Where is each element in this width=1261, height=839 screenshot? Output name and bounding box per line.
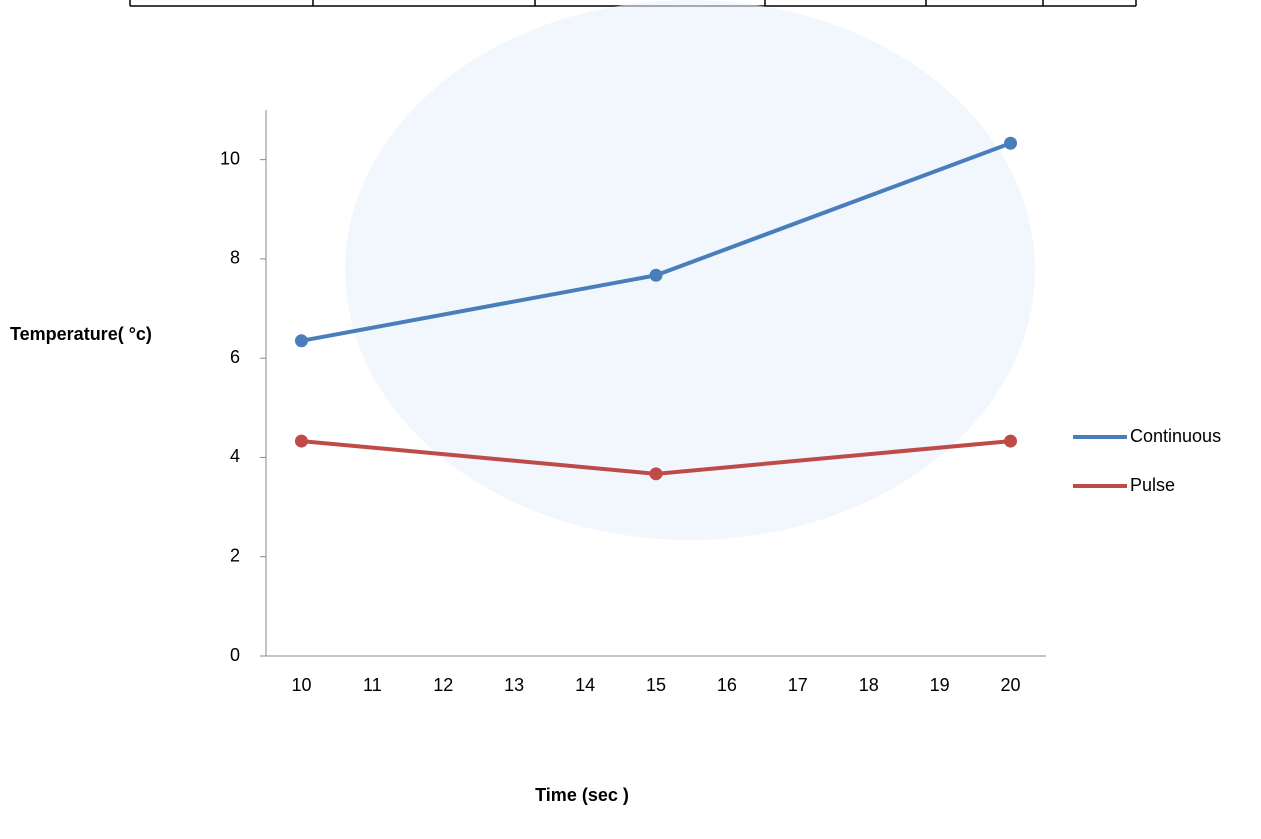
y-tick-label: 8	[230, 248, 240, 268]
chart: Temperature( °c) Time (sec ) 0 2 4 6 8 10 10 11…	[0, 0, 1261, 834]
data-point	[650, 269, 663, 282]
legend-label: Pulse	[1130, 475, 1175, 495]
y-tick-label: 10	[220, 148, 240, 168]
y-tick-label: 0	[230, 645, 240, 665]
data-point	[295, 334, 308, 347]
x-tick-label: 13	[504, 675, 524, 695]
y-tick-label: 6	[230, 347, 240, 367]
data-point	[295, 435, 308, 448]
x-tick-label: 15	[646, 675, 666, 695]
x-tick-label: 16	[717, 675, 737, 695]
y-tick-label: 2	[230, 545, 240, 565]
x-axis-title: Time (sec )	[535, 785, 629, 805]
x-tick-label: 10	[291, 675, 311, 695]
x-tick-label: 14	[575, 675, 595, 695]
y-tick-label: 4	[230, 446, 240, 466]
x-tick-label: 20	[1001, 675, 1021, 695]
x-tick-label: 12	[433, 675, 453, 695]
legend-label: Continuous	[1130, 426, 1221, 446]
data-point	[650, 467, 663, 480]
x-tick-label: 11	[363, 675, 382, 695]
watermark	[345, 0, 1035, 540]
x-tick-label: 17	[788, 675, 808, 695]
y-axis-title: Temperature( °c)	[10, 324, 152, 344]
x-tick-label: 19	[930, 675, 950, 695]
x-tick-label: 18	[859, 675, 879, 695]
data-point	[1004, 435, 1017, 448]
data-point	[1004, 137, 1017, 150]
